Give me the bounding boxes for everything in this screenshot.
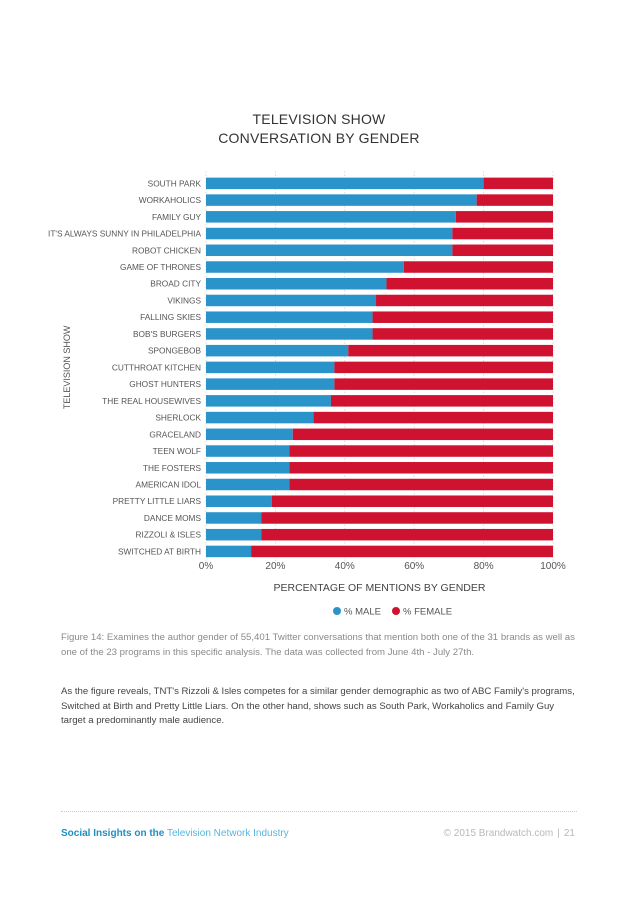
bar-male — [206, 227, 453, 240]
category-label: FALLING SKIES — [140, 312, 201, 322]
bar-male — [206, 378, 335, 390]
bar-female — [334, 361, 553, 374]
bar-male — [206, 261, 404, 273]
category-label: VIKINGS — [167, 295, 201, 305]
category-label: THE REAL HOUSEWIVES — [102, 396, 201, 406]
bar-male — [206, 344, 349, 357]
footer-divider — [61, 811, 577, 812]
footer-title-light: Television Network Industry — [166, 828, 289, 839]
category-label: GHOST HUNTERS — [129, 379, 201, 389]
stacked-bar-chart: SOUTH PARK WORKAHOLICS FAMILY GUY IT'S ALWA… — [48, 171, 566, 618]
bar-male — [206, 177, 484, 190]
bar-male — [206, 495, 272, 507]
category-label: GAME OF THRONES — [120, 262, 201, 272]
bar-female — [271, 495, 553, 507]
x-tick-label: 60% — [404, 561, 424, 572]
bar-female — [372, 311, 553, 323]
category-label: WORKAHOLICS — [139, 195, 202, 205]
bar-female — [292, 428, 553, 441]
chart-title-line-2: CONVERSATION BY GENDER — [218, 130, 420, 146]
bar-female — [330, 395, 553, 407]
x-tick-label: 80% — [474, 561, 494, 572]
bar-female — [403, 261, 553, 273]
x-tick-label: 100% — [540, 561, 566, 572]
x-tick-label: 20% — [265, 561, 285, 572]
bar-male — [206, 194, 477, 206]
bar-male — [206, 244, 453, 257]
footer-copyright: © 2015 Brandwatch.com | 21 — [444, 828, 575, 839]
bar-male — [206, 512, 262, 524]
page-number: 21 — [563, 828, 575, 839]
bar-female — [348, 344, 553, 357]
bar-male — [206, 462, 290, 474]
bar-female — [289, 462, 553, 474]
category-label: SOUTH PARK — [148, 178, 202, 188]
bar-male — [206, 294, 377, 307]
category-label: IT'S ALWAYS SUNNY IN PHILADELPHIA — [48, 229, 201, 239]
category-label: SWITCHED AT BIRTH — [118, 546, 201, 556]
category-label: DANCE MOMS — [144, 513, 202, 523]
bar-male — [206, 361, 335, 374]
category-label: SPONGEBOB — [148, 346, 201, 356]
footer-publication-title: Social Insights on the Television Networ… — [61, 828, 289, 839]
bar-female — [455, 211, 553, 223]
bar-female — [334, 378, 553, 390]
y-axis-title: TELEVISION SHOW — [62, 325, 72, 409]
bar-female — [261, 512, 553, 524]
category-label: RIZZOLI & ISLES — [136, 530, 202, 540]
category-label: GRACELAND — [149, 429, 201, 439]
x-tick-label: 0% — [199, 561, 214, 572]
legend-label-female: % FEMALE — [403, 607, 452, 618]
bar-male — [206, 428, 293, 441]
legend-label-male: % MALE — [344, 607, 381, 618]
bar-female — [251, 545, 554, 558]
bar-female — [289, 478, 553, 491]
category-label: ROBOT CHICKEN — [132, 245, 201, 255]
category-label: BOB'S BURGERS — [133, 329, 201, 339]
footer-copyright-text: © 2015 Brandwatch.com — [443, 828, 554, 839]
bar-male — [206, 445, 290, 457]
category-label: FAMILY GUY — [152, 212, 201, 222]
bar-female — [376, 294, 553, 307]
bar-male — [206, 411, 314, 424]
legend-marker-male — [333, 607, 341, 615]
bar-male — [206, 545, 252, 558]
bar-male — [206, 211, 456, 223]
bar-female — [261, 528, 553, 541]
footer-title-strong: Social Insights on the — [61, 828, 165, 839]
bar-female — [476, 194, 553, 206]
bar-male — [206, 478, 290, 491]
category-label: AMERICAN IDOL — [136, 480, 202, 490]
category-label: TEEN WOLF — [153, 446, 201, 456]
footer-separator: | — [557, 828, 560, 839]
bar-female — [483, 177, 553, 190]
figure-caption: Figure 14: Examines the author gender of… — [61, 632, 575, 658]
bar-female — [452, 244, 553, 257]
legend-marker-female — [392, 607, 400, 615]
chart-title-line-1: TELEVISION SHOW — [252, 111, 386, 127]
bar-female — [452, 227, 553, 240]
category-label: BROAD CITY — [150, 279, 201, 289]
bar-female — [372, 328, 553, 340]
bar-female — [313, 411, 553, 424]
bar-male — [206, 328, 373, 340]
bar-male — [206, 277, 387, 290]
category-label: SHERLOCK — [155, 413, 201, 423]
category-label: PRETTY LITTLE LIARS — [113, 496, 202, 506]
x-axis-title: PERCENTAGE OF MENTIONS BY GENDER — [274, 582, 486, 594]
bar-male — [206, 395, 331, 407]
bar-male — [206, 311, 373, 323]
bar-female — [289, 445, 553, 457]
category-label: THE FOSTERS — [143, 463, 202, 473]
category-label: CUTTHROAT KITCHEN — [112, 362, 201, 372]
body-paragraph: As the figure reveals, TNT's Rizzoli & I… — [61, 686, 575, 726]
bar-female — [386, 277, 553, 290]
bar-male — [206, 528, 262, 541]
x-tick-label: 40% — [335, 561, 355, 572]
